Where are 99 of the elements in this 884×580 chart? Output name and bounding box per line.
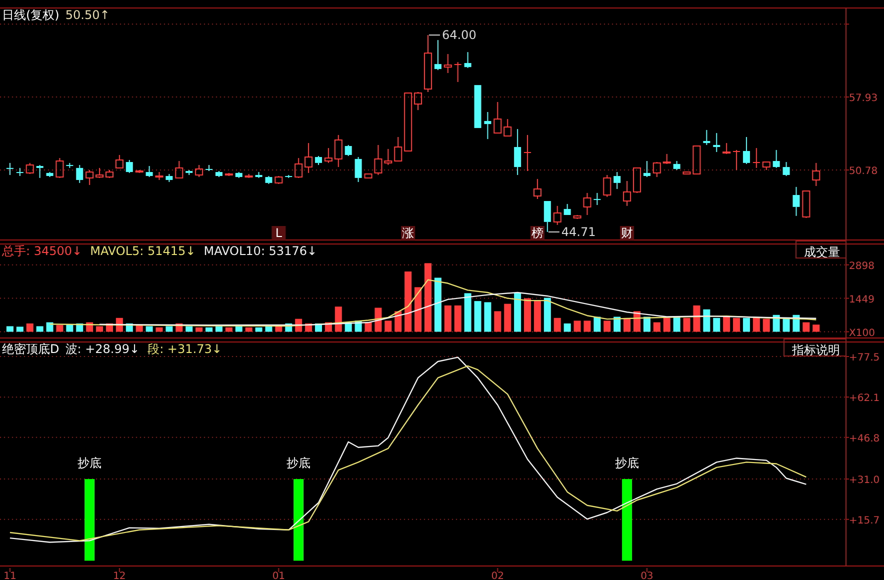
bar (484, 302, 492, 332)
x-tick-label: 03 (640, 571, 654, 580)
annotation: 段: +31.73↓ (148, 342, 222, 356)
bar (464, 293, 472, 332)
bar (703, 309, 710, 332)
annotation: MAVOL5: 51415↓ (90, 244, 196, 258)
x-tick-label: 01 (272, 571, 286, 580)
bar (26, 323, 34, 332)
chart-title: 日线(复权) (2, 8, 60, 22)
bar (235, 326, 242, 332)
annotation: 抄底 (286, 456, 311, 470)
bar (524, 298, 532, 332)
bar (574, 320, 581, 332)
annotation: 抄底 (615, 456, 640, 470)
y-tick-label: 2898 (849, 260, 874, 272)
bar (434, 278, 442, 332)
y-tick-label: 57.93 (849, 93, 878, 104)
y-tick-label: +46.8 (849, 433, 880, 444)
bar (752, 318, 760, 332)
bar (444, 305, 452, 332)
bar (594, 316, 601, 332)
x-tick-label: 榜 (531, 226, 544, 240)
bar (364, 322, 372, 332)
annotation: 44.71 (561, 224, 596, 239)
chart-title: 绝密顶底D (2, 342, 60, 356)
annotation: 抄底 (78, 456, 102, 470)
bar (802, 322, 810, 332)
x-tick-label: L (275, 226, 282, 240)
bar (36, 326, 44, 332)
bar (643, 316, 650, 332)
annotation: 成交量 (804, 245, 840, 259)
bar (742, 318, 750, 332)
bar (66, 324, 74, 332)
bar (584, 320, 591, 332)
bar (782, 318, 790, 332)
y-tick-label: 1449 (849, 294, 874, 306)
x-tick-label: 11 (4, 571, 16, 580)
bar (624, 318, 631, 332)
bar (255, 327, 262, 332)
bar (265, 326, 272, 332)
annotation: 指标说明 (791, 343, 840, 357)
bar (544, 298, 551, 332)
annotation: 总手: 34500↓ (1, 244, 82, 258)
line-series (98, 292, 817, 326)
bar (614, 316, 621, 332)
bar (186, 326, 193, 332)
annotation: 64.00 (442, 28, 476, 42)
bar (56, 325, 64, 332)
bar (663, 318, 670, 332)
y-tick-label: +15.7 (849, 515, 880, 526)
bar (673, 316, 680, 332)
bar (215, 326, 222, 332)
bar (166, 326, 173, 332)
bar (683, 318, 690, 332)
bar (693, 305, 700, 332)
bar (384, 320, 392, 332)
bar (196, 327, 203, 332)
bar (206, 327, 213, 332)
bar (96, 326, 104, 332)
bar (245, 327, 252, 332)
bar (16, 326, 24, 332)
bar (474, 301, 482, 332)
bar (504, 304, 512, 332)
bar (564, 323, 571, 332)
bar (554, 318, 561, 332)
bar (146, 326, 153, 332)
x-tick-label: 12 (113, 571, 126, 580)
x-tick-label: 02 (491, 571, 504, 580)
x-tick-label: 财 (621, 226, 634, 240)
bar (404, 271, 412, 332)
bar (6, 326, 14, 332)
bar (723, 316, 730, 332)
bar (534, 301, 541, 332)
y-tick-label: +62.1 (849, 393, 880, 404)
y-tick-label: X100 (849, 328, 875, 339)
y-tick-label: +77.5 (849, 352, 880, 364)
bar (334, 306, 342, 332)
line-series (49, 279, 817, 327)
bar (46, 322, 54, 332)
annotation: 波: +28.99↓ (65, 342, 140, 356)
bar (514, 292, 522, 332)
bar (494, 311, 502, 332)
bar (812, 324, 820, 332)
bar (225, 327, 232, 332)
bar (733, 318, 740, 332)
bar (762, 318, 770, 332)
bar (414, 287, 422, 332)
bar (604, 320, 611, 332)
bar (424, 263, 432, 332)
bar (454, 305, 462, 332)
bar (156, 327, 163, 332)
y-tick-label: +31.0 (849, 475, 880, 486)
y-tick-label: 50.78 (849, 166, 878, 177)
x-tick-label: 涨 (402, 226, 414, 240)
bar (713, 318, 720, 332)
bar (653, 322, 660, 332)
bar (275, 326, 282, 332)
annotation: MAVOL10: 53176↓ (204, 244, 318, 258)
annotation: 50.50↑ (65, 8, 110, 22)
